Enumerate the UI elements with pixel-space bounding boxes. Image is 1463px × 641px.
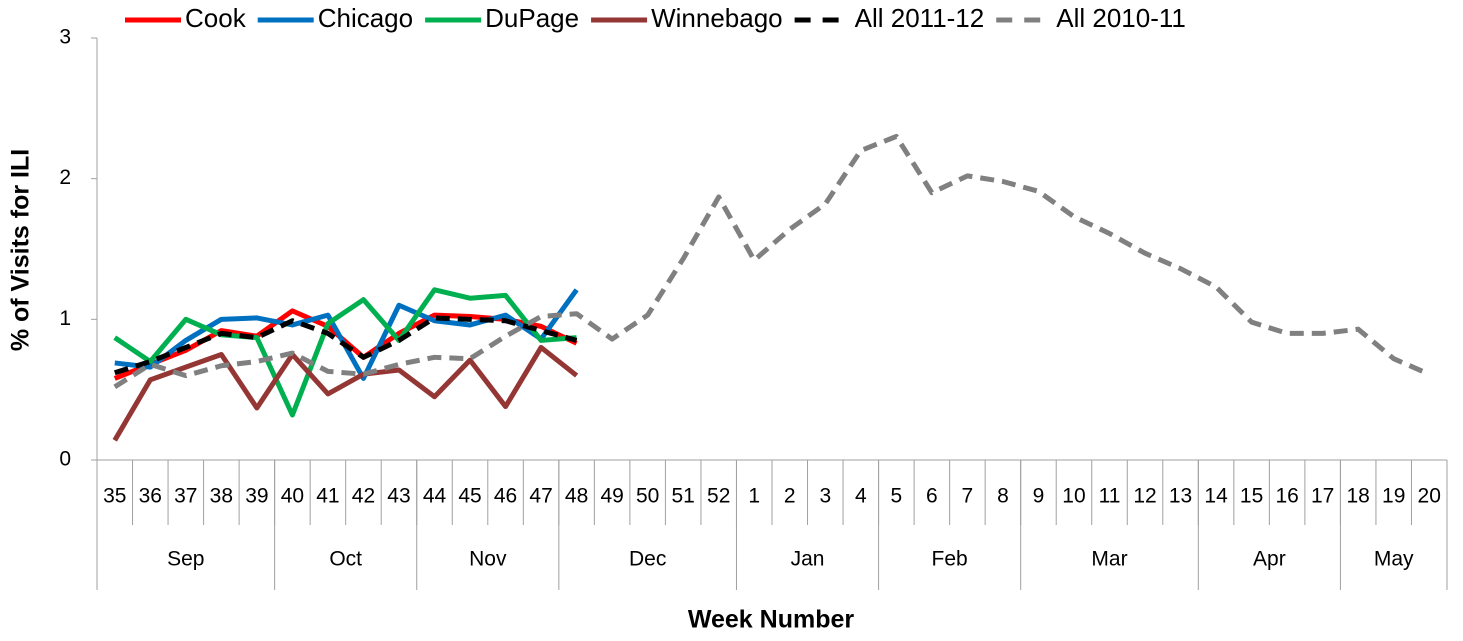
x-tick-label: 7 — [962, 485, 974, 508]
x-tick-label: 1 — [748, 485, 760, 508]
x-group-label: Nov — [469, 548, 507, 571]
x-tick-label: 18 — [1347, 485, 1370, 508]
x-tick-label: 11 — [1099, 485, 1121, 508]
x-tick-label: 49 — [600, 485, 623, 508]
x-tick-label: 3 — [819, 485, 831, 508]
x-tick-label: 35 — [103, 485, 126, 508]
x-tick-label: 6 — [926, 485, 938, 508]
x-tick-label: 2 — [784, 485, 796, 508]
y-tick-label: 0 — [59, 448, 71, 471]
x-group-label: Apr — [1253, 548, 1286, 571]
x-group-label: Sep — [167, 548, 204, 571]
legend-label: Winnebago — [651, 3, 783, 33]
series-line — [112, 344, 579, 442]
x-group-label: Dec — [629, 548, 666, 571]
x-tick-label: 46 — [494, 485, 517, 508]
x-tick-label: 41 — [316, 485, 339, 508]
x-tick-label: 50 — [636, 485, 659, 508]
x-tick-label: 9 — [1033, 485, 1045, 508]
x-tick-label: 42 — [352, 485, 375, 508]
x-tick-label: 52 — [707, 485, 730, 508]
legend-label: Chicago — [318, 3, 413, 33]
y-tick-label: 1 — [59, 307, 71, 330]
x-tick-label: 8 — [997, 485, 1009, 508]
y-axis-title: % of Visits for ILI — [7, 149, 35, 351]
x-tick-label: 16 — [1275, 485, 1298, 508]
x-group-label: Feb — [932, 548, 968, 571]
x-tick-label: 43 — [387, 485, 410, 508]
x-tick-label: 51 — [672, 485, 695, 508]
x-group-label: Oct — [329, 548, 362, 571]
x-axis-title: Week Number — [688, 606, 855, 634]
x-tick-label: 36 — [139, 485, 162, 508]
x-group-label: Jan — [791, 548, 825, 571]
x-tick-label: 19 — [1382, 485, 1405, 508]
x-tick-label: 47 — [529, 485, 552, 508]
x-tick-label: 37 — [174, 485, 197, 508]
x-tick-label: 12 — [1133, 485, 1156, 508]
x-tick-label: 13 — [1169, 485, 1192, 508]
y-tick-label: 3 — [59, 26, 71, 49]
x-tick-label: 20 — [1418, 485, 1441, 508]
series-line — [113, 287, 577, 418]
y-tick-label: 2 — [59, 166, 71, 189]
legend-label: All 2011-12 — [855, 3, 985, 33]
legend-label: DuPage — [485, 3, 579, 33]
x-tick-label: 10 — [1062, 485, 1085, 508]
x-group-label: Mar — [1091, 548, 1127, 571]
legend-label: All 2010-11 — [1056, 3, 1186, 33]
x-tick-label: 45 — [458, 485, 481, 508]
x-tick-label: 40 — [281, 485, 304, 508]
x-tick-label: 17 — [1311, 485, 1334, 508]
x-group-label: May — [1374, 548, 1414, 571]
legend-label: Cook — [185, 3, 247, 33]
x-tick-label: 39 — [245, 485, 268, 508]
series-line — [113, 133, 1431, 389]
x-tick-label: 15 — [1240, 485, 1263, 508]
x-tick-label: 4 — [855, 485, 867, 508]
series-line — [114, 288, 579, 381]
x-tick-label: 5 — [890, 485, 902, 508]
x-tick-label: 48 — [565, 485, 588, 508]
x-tick-label: 44 — [423, 485, 447, 508]
series-line — [114, 315, 578, 376]
x-tick-label: 14 — [1204, 485, 1228, 508]
x-tick-label: 38 — [210, 485, 233, 508]
